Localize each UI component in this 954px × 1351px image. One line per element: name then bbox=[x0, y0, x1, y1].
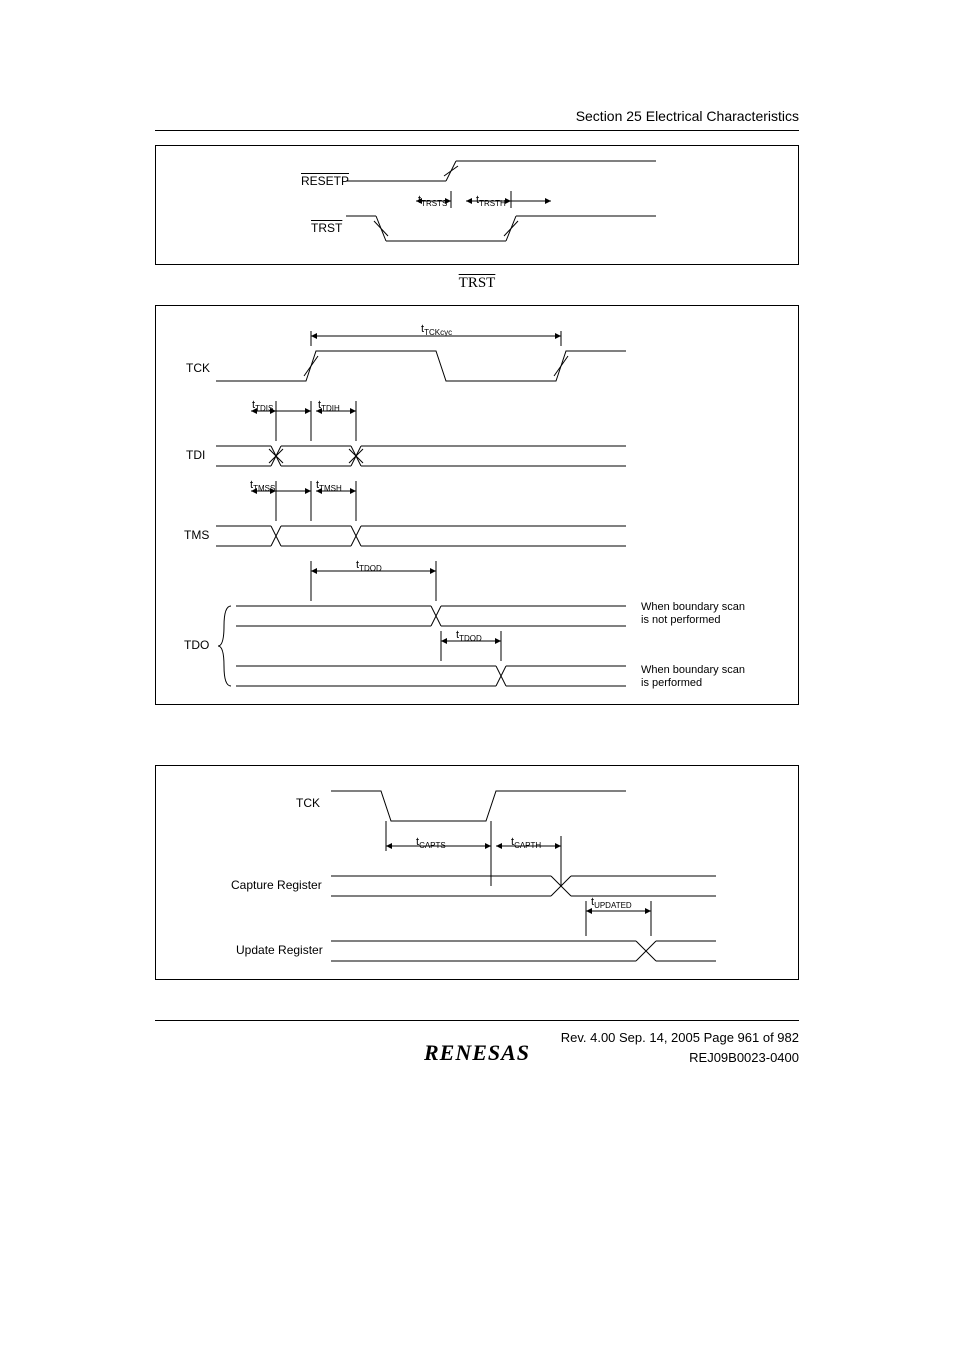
timing-label-tmss: tTMSS bbox=[250, 479, 275, 493]
signal-label-tms: TMS bbox=[184, 528, 209, 542]
timing-label-tmsh: tTMSH bbox=[316, 479, 342, 493]
timing-label-trsts: tTRSTS bbox=[418, 194, 447, 208]
timing-label-trsth: tTRSTH bbox=[476, 194, 506, 208]
footer-rule bbox=[155, 1020, 799, 1021]
timing-label-tdih: tTDIH bbox=[318, 399, 340, 413]
signal-label-capture: Capture Register bbox=[231, 878, 322, 892]
note-bscan: When boundary scan is performed bbox=[641, 664, 745, 690]
section-header: Section 25 Electrical Characteristics bbox=[576, 108, 799, 124]
timing-label-tdod2: tTDOD bbox=[456, 629, 482, 643]
logo-wrap: RENESAS bbox=[0, 1040, 954, 1066]
timing-label-tdis: tTDIS bbox=[252, 399, 273, 413]
figure1-caption: TRST bbox=[155, 275, 799, 292]
signal-label-resetp: RESETP bbox=[301, 174, 349, 188]
timing-label-updated: tUPDATED bbox=[591, 896, 632, 910]
figure-trst-timing: RESETP TRST tTRSTS tTRSTH bbox=[155, 145, 799, 265]
signal-label-update: Update Register bbox=[236, 943, 323, 957]
timing-label-capth: tCAPTH bbox=[511, 836, 541, 850]
signal-label-trst: TRST bbox=[311, 221, 342, 235]
tck-waveform-svg bbox=[156, 306, 798, 704]
signal-label-tck: TCK bbox=[186, 361, 210, 375]
signal-label-tdo: TDO bbox=[184, 638, 209, 652]
figure-capture-update-timing: TCK Capture Register Update Register tCA… bbox=[155, 765, 799, 980]
timing-label-capts: tCAPTS bbox=[416, 836, 446, 850]
header-rule bbox=[155, 130, 799, 131]
figure-tck-timing: TCK TDI TMS TDO tTCKcyc tTDIS tTDIH tTMS… bbox=[155, 305, 799, 705]
signal-label-tdi: TDI bbox=[186, 448, 205, 462]
signal-label-tck3: TCK bbox=[296, 796, 320, 810]
timing-label-tdod1: tTDOD bbox=[356, 559, 382, 573]
timing-label-tckcyc: tTCKcyc bbox=[421, 323, 452, 337]
note-no-bscan: When boundary scan is not performed bbox=[641, 601, 745, 627]
page: Section 25 Electrical Characteristics bbox=[0, 0, 954, 1351]
renesas-logo: RENESAS bbox=[424, 1040, 530, 1065]
